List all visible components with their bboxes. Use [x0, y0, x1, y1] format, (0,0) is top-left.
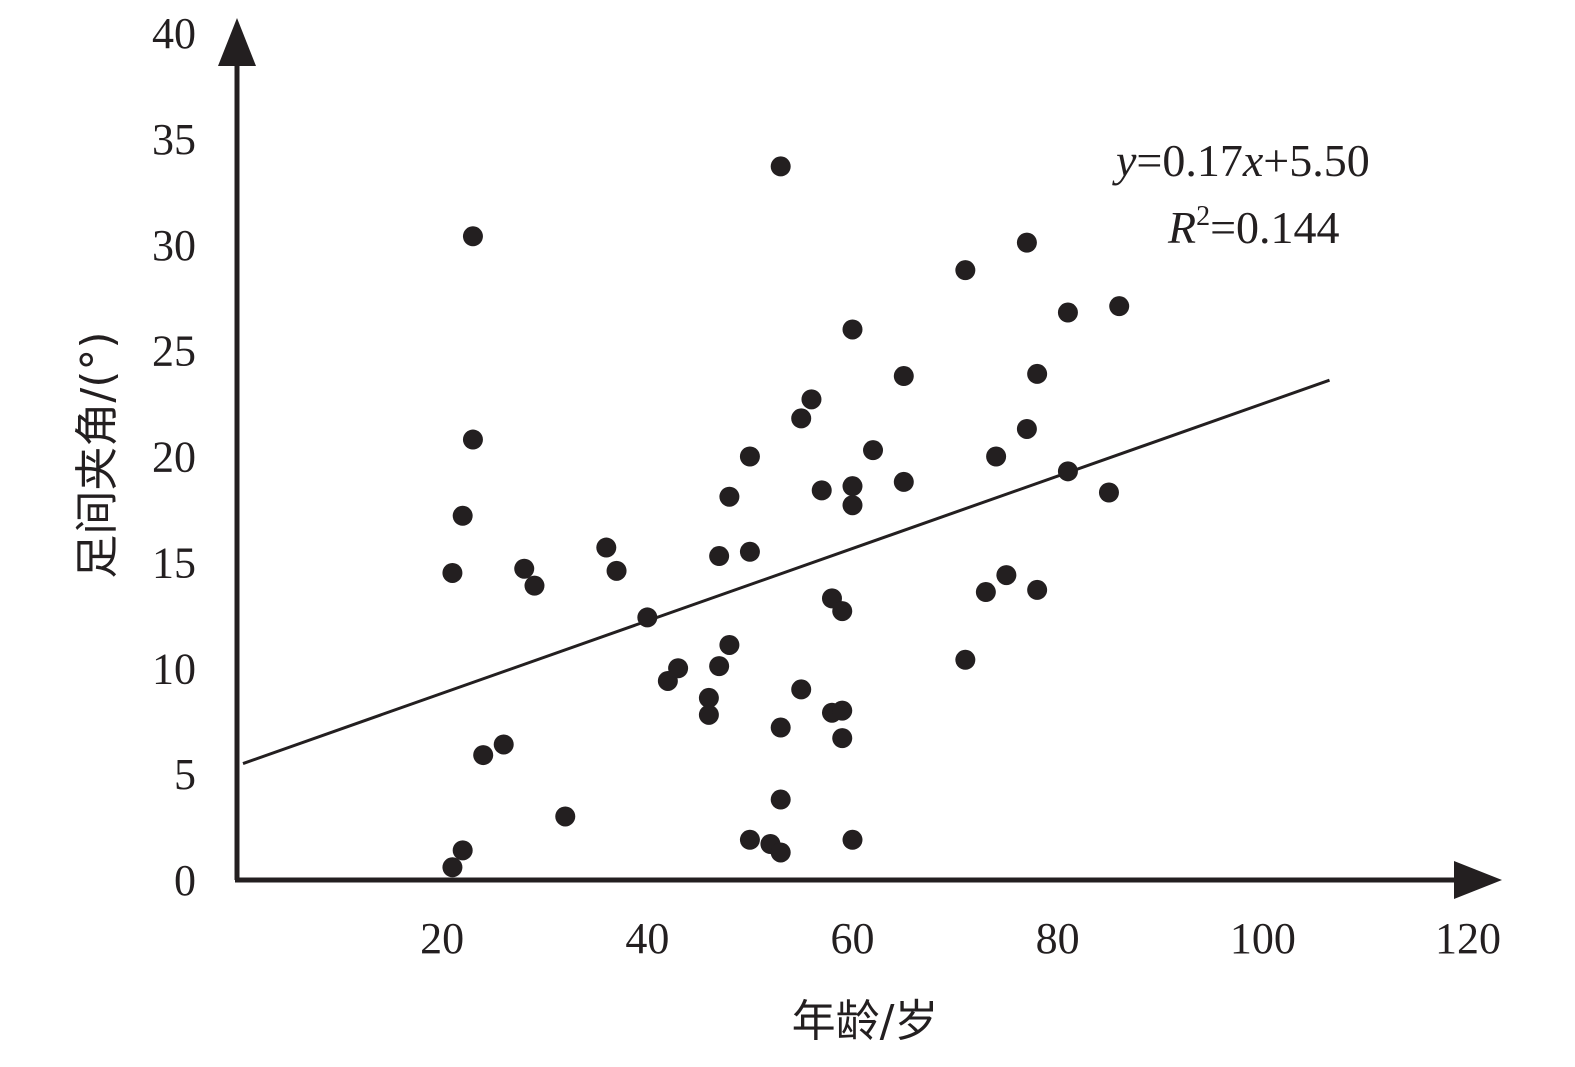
- data-point: [770, 842, 791, 863]
- fit-line-layer: [242, 378, 1331, 765]
- data-point: [842, 495, 863, 516]
- x-tick-label: 120: [1435, 914, 1501, 963]
- data-point: [832, 700, 853, 721]
- equation-x-var: x: [1242, 135, 1264, 186]
- data-point: [955, 649, 976, 670]
- r-value: =0.144: [1210, 202, 1339, 253]
- y-tick-label: 5: [174, 750, 196, 799]
- data-point: [1057, 461, 1078, 482]
- x-tick-label: 60: [831, 914, 875, 963]
- data-point: [1098, 482, 1119, 503]
- data-point: [442, 857, 463, 878]
- data-point: [842, 319, 863, 340]
- x-tick-label: 80: [1036, 914, 1080, 963]
- y-axis-arrow: [218, 18, 256, 66]
- data-point: [452, 840, 473, 861]
- regression-equation: y=0.17x+5.50: [1112, 135, 1370, 186]
- data-point: [770, 789, 791, 810]
- data-point: [739, 446, 760, 467]
- data-point: [842, 829, 863, 850]
- data-point: [452, 505, 473, 526]
- y-tick-label: 0: [174, 856, 196, 905]
- data-point: [514, 558, 535, 579]
- y-axis-title: 足间夹角/(°): [72, 331, 123, 578]
- r-exponent: 2: [1196, 201, 1210, 232]
- regression-line: [242, 378, 1331, 765]
- data-point: [975, 582, 996, 603]
- data-point: [493, 734, 514, 755]
- data-point: [791, 679, 812, 700]
- data-point: [1027, 363, 1048, 384]
- y-tick-label: 25: [152, 327, 196, 376]
- x-tick-label: 20: [420, 914, 464, 963]
- x-tick-label: 100: [1230, 914, 1296, 963]
- r-symbol: R: [1167, 202, 1196, 253]
- x-tick-label: 40: [625, 914, 669, 963]
- equation-mid: =0.17: [1136, 135, 1242, 186]
- data-point: [1016, 232, 1037, 253]
- data-point: [1057, 302, 1078, 323]
- data-point: [832, 728, 853, 749]
- data-point: [606, 560, 627, 581]
- data-point: [555, 806, 576, 827]
- data-point: [524, 575, 545, 596]
- data-point: [801, 389, 822, 410]
- data-point: [709, 656, 730, 677]
- equation-end: +5.50: [1263, 135, 1369, 186]
- data-point: [462, 226, 483, 247]
- data-point: [739, 829, 760, 850]
- data-point: [1016, 418, 1037, 439]
- data-point: [1109, 296, 1130, 317]
- data-point: [637, 607, 658, 628]
- y-tick-label: 30: [152, 221, 196, 270]
- data-point: [462, 429, 483, 450]
- y-tick-label: 10: [152, 644, 196, 693]
- y-tick-label: 15: [152, 538, 196, 587]
- data-point: [709, 546, 730, 567]
- data-point: [791, 408, 812, 429]
- data-point: [770, 156, 791, 177]
- data-point: [811, 480, 832, 501]
- y-tick-labels: 0 5 10 15 20 25 30 35 40: [152, 9, 196, 905]
- data-point: [770, 717, 791, 738]
- data-point: [473, 745, 494, 766]
- data-point: [955, 260, 976, 281]
- data-point: [596, 537, 617, 558]
- data-point: [698, 687, 719, 708]
- x-tick-labels: 20 40 60 80 100 120: [420, 914, 1501, 963]
- data-point: [863, 440, 884, 461]
- y-tick-label: 40: [152, 9, 196, 58]
- data-point: [739, 541, 760, 562]
- data-point: [893, 471, 914, 492]
- x-axis-arrow: [1454, 861, 1502, 899]
- r-squared-label: R2=0.144: [1167, 201, 1340, 253]
- data-point: [719, 634, 740, 655]
- y-tick-label: 20: [152, 433, 196, 482]
- data-point: [442, 562, 463, 583]
- data-points-layer: [442, 156, 1130, 878]
- x-axis-title: 年龄/岁: [792, 996, 939, 1047]
- data-point: [842, 476, 863, 497]
- data-point: [719, 486, 740, 507]
- data-point: [832, 601, 853, 622]
- data-point: [1027, 579, 1048, 600]
- data-point: [986, 446, 1007, 467]
- data-point: [668, 658, 689, 679]
- data-point: [698, 704, 719, 725]
- equation-y-var: y: [1112, 135, 1137, 186]
- y-tick-label: 35: [152, 115, 196, 164]
- data-point: [893, 366, 914, 387]
- data-point: [996, 565, 1017, 586]
